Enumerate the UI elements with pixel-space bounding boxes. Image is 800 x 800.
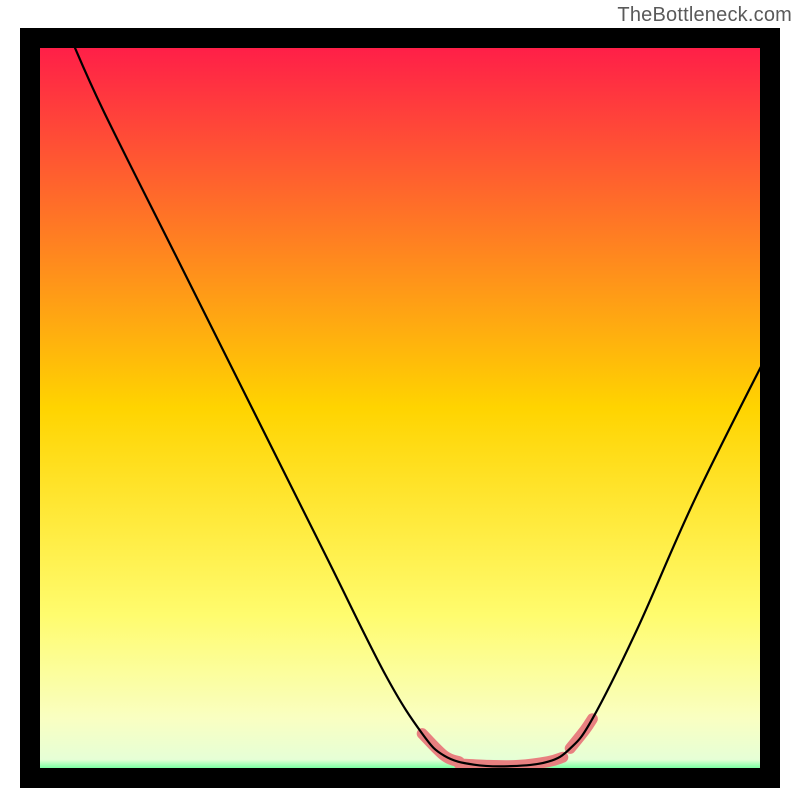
bottleneck-curve-chart — [0, 28, 800, 800]
chart-background — [30, 38, 770, 778]
chart-container — [0, 28, 800, 800]
watermark-text: TheBottleneck.com — [617, 4, 792, 27]
